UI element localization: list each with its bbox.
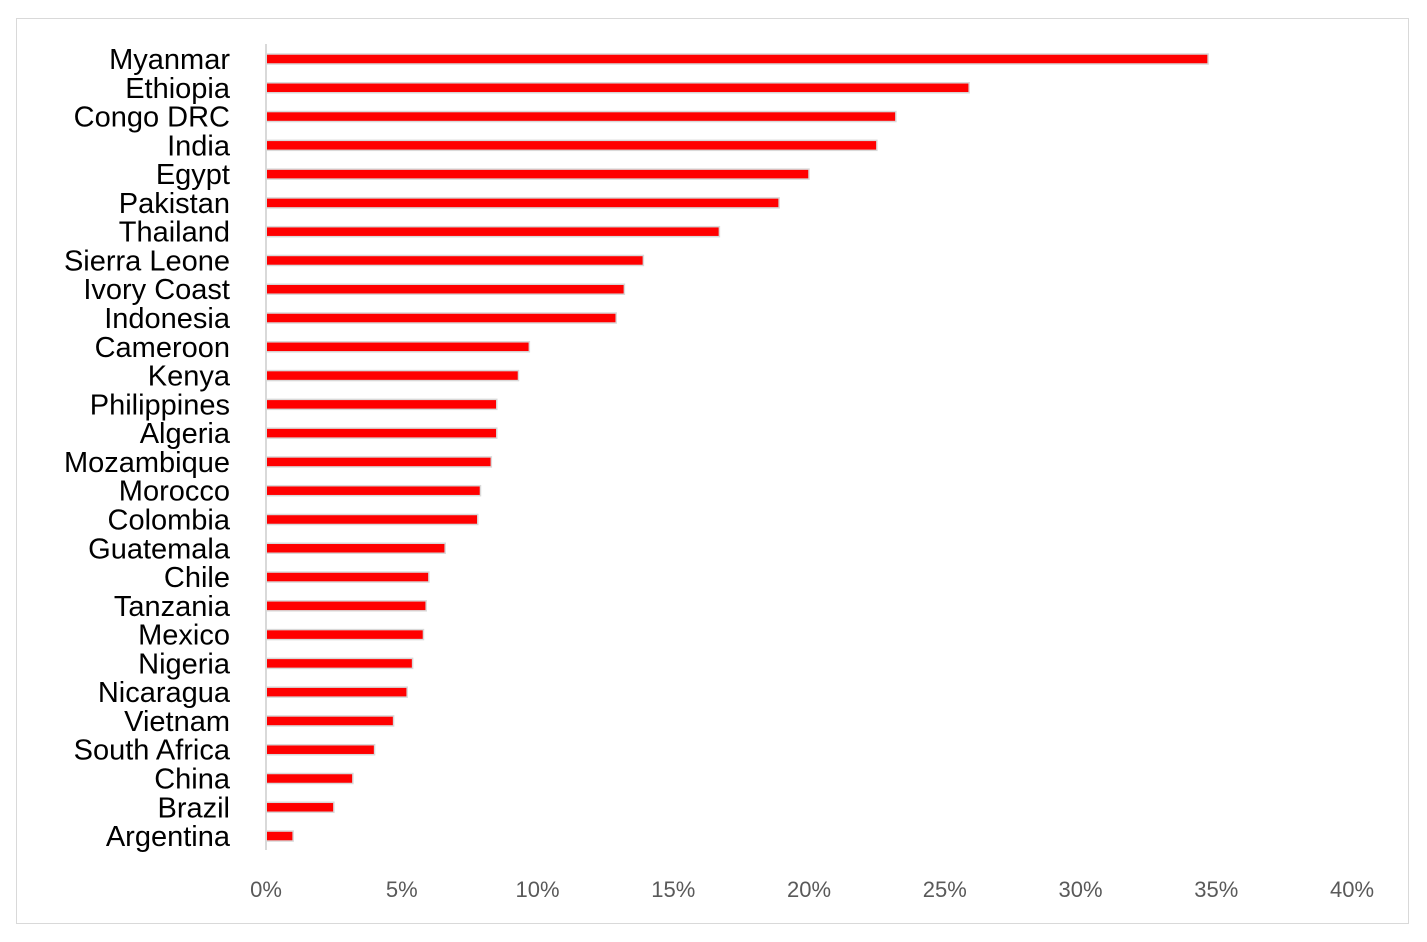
bar-sierra-leone [265, 254, 645, 267]
bar-morocco [265, 484, 482, 497]
category-label: Tanzania [114, 591, 231, 623]
category-label: Argentina [106, 821, 231, 853]
bar-brazil [265, 801, 335, 814]
x-tick-label: 25% [923, 877, 967, 902]
bar-myanmar [265, 53, 1209, 65]
category-label: Mozambique [64, 447, 230, 479]
category-label: Egypt [156, 159, 230, 191]
category-label: Algeria [140, 418, 231, 450]
bar-indonesia [265, 312, 617, 324]
x-tick-label: 5% [386, 877, 418, 902]
bar-congo-drc [265, 110, 897, 123]
x-tick-label: 35% [1194, 877, 1238, 902]
bar-india [265, 139, 878, 152]
bar-philippines [265, 398, 498, 411]
bar-chile [265, 571, 430, 583]
bar-tanzania [265, 600, 427, 612]
bar-nigeria [265, 657, 414, 670]
category-label: Mexico [138, 620, 230, 652]
category-label: Guatemala [88, 533, 231, 565]
bar-egypt [265, 168, 810, 180]
category-label: Thailand [119, 217, 230, 249]
bar-guatemala [265, 542, 446, 555]
bar-cameroon [265, 341, 531, 353]
x-tick-label: 20% [787, 877, 831, 902]
bar-vietnam [265, 715, 395, 727]
bar-thailand [265, 225, 721, 238]
bar-ethiopia [265, 82, 970, 94]
category-label: Congo DRC [74, 102, 230, 134]
x-tick-label: 40% [1330, 877, 1374, 902]
category-label: Philippines [90, 389, 230, 421]
bars-group [265, 53, 1209, 842]
bar-ivory-coast [265, 283, 626, 295]
bar-mexico [265, 628, 425, 641]
category-label: Morocco [119, 476, 230, 508]
x-tick-label: 10% [515, 877, 559, 902]
category-label: Pakistan [119, 188, 230, 220]
bar-algeria [265, 427, 498, 439]
category-label: Brazil [157, 792, 230, 824]
x-tick-label: 0% [250, 877, 282, 902]
category-label: India [167, 130, 231, 162]
bar-kenya [265, 369, 520, 382]
category-label: Nigeria [138, 648, 231, 680]
category-label: Chile [164, 562, 230, 594]
bar-argentina [265, 830, 294, 842]
category-label: Cameroon [95, 332, 230, 364]
category-label: South Africa [74, 735, 231, 767]
bar-colombia [265, 513, 479, 526]
bar-nicaragua [265, 686, 408, 698]
category-label: Myanmar [109, 44, 230, 76]
category-label: Kenya [148, 361, 231, 393]
x-tick-label: 30% [1058, 877, 1102, 902]
category-label: Colombia [108, 504, 231, 536]
category-label: Ethiopia [125, 73, 231, 105]
category-label: Ivory Coast [83, 274, 230, 306]
bar-mozambique [265, 456, 493, 468]
category-label: Nicaragua [98, 677, 231, 709]
bar-south-africa [265, 743, 376, 756]
bar-china [265, 772, 354, 785]
x-tick-labels: 0% 5% 10% 15% 20% 25% 30% 35% 40% [250, 877, 1374, 902]
category-label: Sierra Leone [64, 245, 230, 277]
bar-pakistan [265, 197, 780, 209]
category-label: Indonesia [104, 303, 231, 335]
category-label: China [154, 764, 231, 796]
x-tick-label: 15% [651, 877, 695, 902]
category-label: Vietnam [124, 706, 230, 738]
